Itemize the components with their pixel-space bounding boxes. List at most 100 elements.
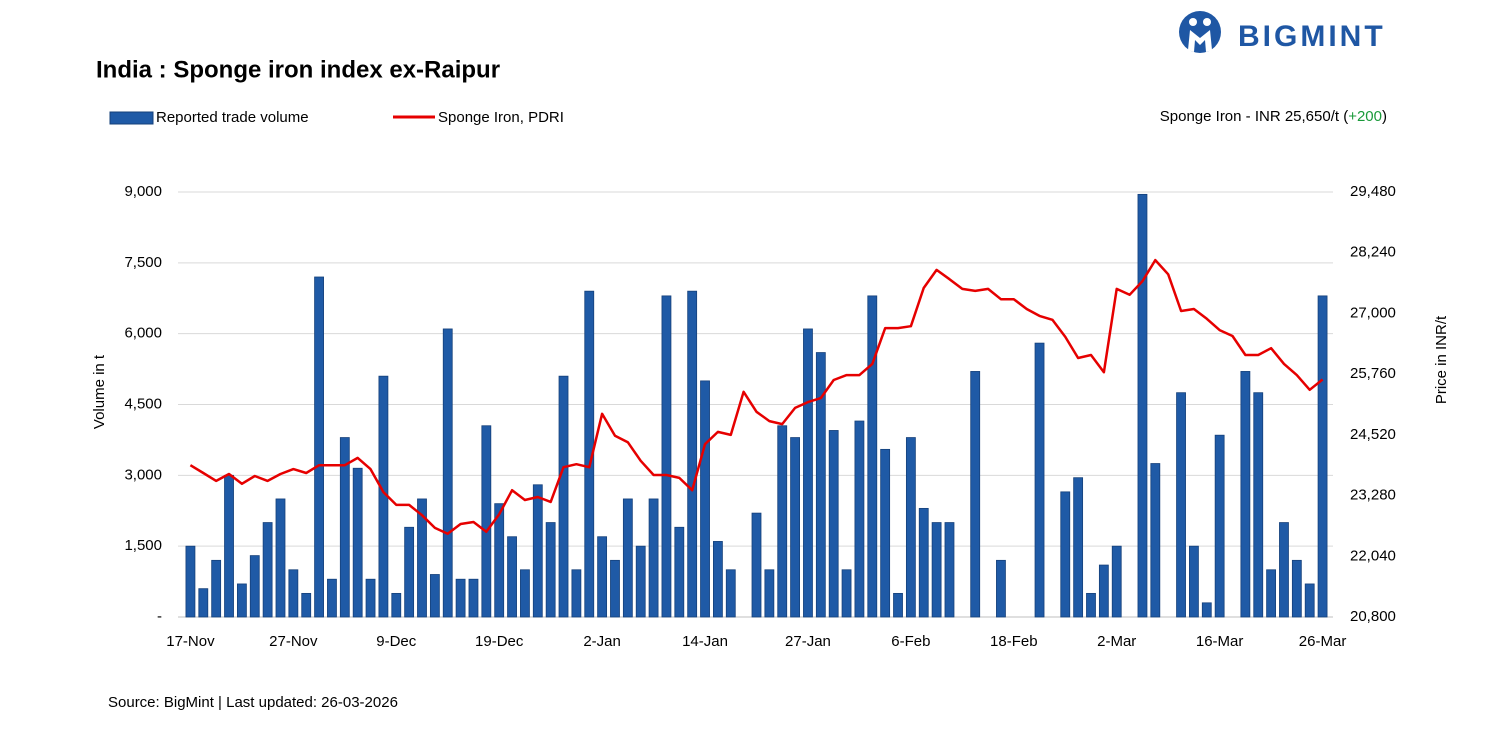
logo-icon xyxy=(1179,11,1221,53)
bar xyxy=(674,526,685,618)
chart-title: India : Sponge iron index ex-Raipur xyxy=(96,56,500,83)
bar xyxy=(507,536,517,618)
y2-tick-label: 27,000 xyxy=(1350,304,1396,321)
y2-tick-label: 24,520 xyxy=(1350,426,1396,443)
bar xyxy=(1034,342,1045,618)
bar xyxy=(1073,477,1084,618)
bar xyxy=(1150,463,1161,618)
bar xyxy=(1214,434,1225,618)
bar xyxy=(597,536,608,618)
bar xyxy=(198,588,209,618)
bar xyxy=(1086,592,1096,618)
bar xyxy=(301,592,312,618)
bar xyxy=(931,522,942,618)
price-note-text: Sponge Iron - INR 25,650/t ( xyxy=(1160,108,1348,125)
price-change: +200 xyxy=(1348,108,1382,125)
bar xyxy=(391,592,402,618)
x-tick-label: 9-Dec xyxy=(376,633,417,650)
bar xyxy=(905,437,916,618)
bar xyxy=(339,437,350,618)
logo-icon xyxy=(1189,18,1197,26)
bar xyxy=(185,545,196,618)
bar xyxy=(725,569,736,618)
x-tick-label: 2-Jan xyxy=(583,633,621,650)
bar xyxy=(1253,392,1264,618)
bar xyxy=(314,276,324,618)
y2-axis-title: Price in INR/t xyxy=(1433,315,1450,404)
y-tick-label: 6,000 xyxy=(124,325,162,342)
bar xyxy=(558,375,569,618)
legend-swatch xyxy=(109,111,154,125)
bar xyxy=(429,574,440,618)
bar xyxy=(442,328,453,618)
bar xyxy=(494,503,505,618)
bar xyxy=(262,522,273,618)
bar xyxy=(532,484,543,618)
bar xyxy=(1266,569,1277,618)
bar xyxy=(944,522,955,618)
y2-tick-label: 20,800 xyxy=(1350,608,1396,625)
bar xyxy=(648,498,659,618)
bar xyxy=(918,507,929,618)
bar xyxy=(610,559,620,618)
bar xyxy=(764,569,775,618)
bar xyxy=(545,522,556,618)
bar xyxy=(1240,371,1251,618)
bar xyxy=(1291,559,1302,618)
bar xyxy=(352,467,363,618)
bar xyxy=(417,498,427,618)
legend-label: Reported trade volume xyxy=(156,109,309,126)
bar xyxy=(893,592,903,618)
y-tick-label: 3,000 xyxy=(124,466,162,483)
x-tick-label: 18-Feb xyxy=(990,633,1038,650)
logo-text: BIGMINT xyxy=(1238,20,1386,53)
bar xyxy=(777,425,788,618)
bar xyxy=(687,290,698,618)
y-tick-label: 4,500 xyxy=(124,395,162,412)
x-tick-label: 19-Dec xyxy=(475,633,524,650)
bar xyxy=(584,290,595,618)
bar xyxy=(713,541,723,618)
bar xyxy=(815,352,826,618)
bar xyxy=(1060,491,1071,618)
x-tick-label: 27-Nov xyxy=(269,633,318,650)
price-line xyxy=(189,258,1324,536)
bar xyxy=(1201,602,1212,618)
bar xyxy=(854,420,865,618)
bar xyxy=(751,512,762,618)
x-tick-label: 17-Nov xyxy=(166,633,215,650)
bar xyxy=(803,328,813,618)
bar xyxy=(867,295,878,618)
bar xyxy=(1304,583,1315,618)
bar xyxy=(236,583,247,618)
x-tick-label: 6-Feb xyxy=(891,633,930,650)
x-tick-label: 26-Mar xyxy=(1299,633,1347,650)
x-tick-label: 2-Mar xyxy=(1097,633,1136,650)
y2-tick-label: 28,240 xyxy=(1350,244,1396,261)
bar xyxy=(1098,564,1109,618)
bar xyxy=(700,380,710,618)
y2-tick-label: 25,760 xyxy=(1350,365,1396,382)
logo: BIGMINT xyxy=(1179,11,1386,53)
bar xyxy=(455,578,466,618)
bar xyxy=(828,430,839,618)
bar xyxy=(288,569,299,618)
x-tick-label: 16-Mar xyxy=(1196,633,1244,650)
x-tick-label: 14-Jan xyxy=(682,633,728,650)
bar xyxy=(520,569,530,618)
bar xyxy=(841,569,852,618)
y-axis-title: Volume in t xyxy=(91,354,108,429)
y2-tick-label: 29,480 xyxy=(1350,183,1396,200)
bar xyxy=(404,526,415,618)
y2-tick-label: 22,040 xyxy=(1350,547,1396,564)
bar xyxy=(1137,193,1148,618)
bar xyxy=(622,498,633,618)
bar xyxy=(880,448,891,618)
bar xyxy=(327,578,337,618)
x-tick-label: 27-Jan xyxy=(785,633,831,650)
bar xyxy=(211,559,222,618)
bar xyxy=(790,437,800,618)
bar xyxy=(1189,545,1199,618)
y-tick-label: 1,500 xyxy=(124,537,162,554)
price-note: Sponge Iron - INR 25,650/t (+200) xyxy=(1160,108,1387,125)
